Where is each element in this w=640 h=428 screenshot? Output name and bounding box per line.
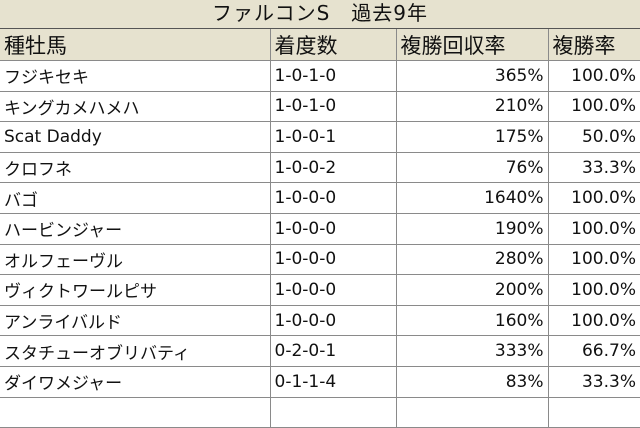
table-row: ヴィクトワールピサ 1-0-0-0 200% 100.0% (0, 274, 640, 306)
place-return: 1640% (395, 182, 549, 214)
place-return: 76% (395, 151, 549, 184)
table-row: ハービンジャー 1-0-0-0 190% 100.0% (0, 212, 640, 245)
place-return: 280% (395, 243, 549, 276)
empty-cell (395, 396, 549, 428)
header-sire: 種牡馬 (0, 29, 271, 61)
place-rate: 100.0% (547, 90, 640, 123)
table-row: アンライバルド 1-0-0-0 160% 100.0% (0, 304, 640, 337)
record: 0-2-0-1 (269, 335, 397, 367)
place-rate: 100.0% (547, 60, 640, 92)
place-return: 333% (395, 335, 549, 367)
header-place-rate: 複勝率 (547, 29, 640, 61)
record: 1-0-0-0 (269, 304, 397, 337)
record: 1-0-1-0 (269, 90, 397, 123)
place-return: 160% (395, 304, 549, 337)
table-title: ファルコンS 過去9年 (0, 0, 640, 29)
table-row: キングカメハメハ 1-0-1-0 210% 100.0% (0, 90, 640, 123)
sire-name: フジキセキ (0, 60, 271, 92)
empty-cell (0, 396, 271, 428)
place-rate: 100.0% (547, 243, 640, 276)
table-row: フジキセキ 1-0-1-0 365% 100.0% (0, 60, 640, 92)
place-rate: 100.0% (547, 182, 640, 214)
sire-name: ハービンジャー (0, 212, 271, 245)
table-row: クロフネ 1-0-0-2 76% 33.3% (0, 151, 640, 184)
empty-cell (547, 396, 640, 428)
header-row: 種牡馬 着度数 複勝回収率 複勝率 (0, 29, 640, 61)
place-rate: 100.0% (547, 212, 640, 245)
table-row: バゴ 1-0-0-0 1640% 100.0% (0, 182, 640, 214)
place-return: 175% (395, 121, 549, 153)
place-rate: 33.3% (547, 365, 640, 398)
header-record: 着度数 (269, 29, 397, 61)
sire-name: スタチューオブリバティ (0, 335, 271, 367)
record: 1-0-0-0 (269, 274, 397, 306)
table-row: ダイワメジャー 0-1-1-4 83% 33.3% (0, 365, 640, 398)
table-row: Scat Daddy 1-0-0-1 175% 50.0% (0, 121, 640, 153)
table-row-partial (0, 396, 640, 428)
place-return: 190% (395, 212, 549, 245)
sire-stats-table: 種牡馬 着度数 複勝回収率 複勝率 フジキセキ 1-0-1-0 365% 100.0%… (0, 29, 640, 428)
sire-name: クロフネ (0, 151, 271, 184)
place-rate: 100.0% (547, 304, 640, 337)
header-place-return: 複勝回収率 (395, 29, 549, 61)
record: 1-0-1-0 (269, 60, 397, 92)
record: 1-0-0-0 (269, 212, 397, 245)
sire-name: バゴ (0, 182, 271, 214)
record: 1-0-0-2 (269, 151, 397, 184)
place-rate: 50.0% (547, 121, 640, 153)
place-return: 365% (395, 60, 549, 92)
place-rate: 33.3% (547, 151, 640, 184)
record: 1-0-0-1 (269, 121, 397, 153)
place-rate: 100.0% (547, 274, 640, 306)
sire-name: ダイワメジャー (0, 365, 271, 398)
sire-name: Scat Daddy (0, 121, 271, 153)
table-row: スタチューオブリバティ 0-2-0-1 333% 66.7% (0, 335, 640, 367)
place-rate: 66.7% (547, 335, 640, 367)
table-row: オルフェーヴル 1-0-0-0 280% 100.0% (0, 243, 640, 276)
sire-name: オルフェーヴル (0, 243, 271, 276)
record: 1-0-0-0 (269, 182, 397, 214)
empty-cell (269, 396, 397, 428)
record: 1-0-0-0 (269, 243, 397, 276)
sire-name: キングカメハメハ (0, 90, 271, 123)
place-return: 200% (395, 274, 549, 306)
place-return: 83% (395, 365, 549, 398)
record: 0-1-1-4 (269, 365, 397, 398)
sire-name: ヴィクトワールピサ (0, 274, 271, 306)
place-return: 210% (395, 90, 549, 123)
sire-name: アンライバルド (0, 304, 271, 337)
